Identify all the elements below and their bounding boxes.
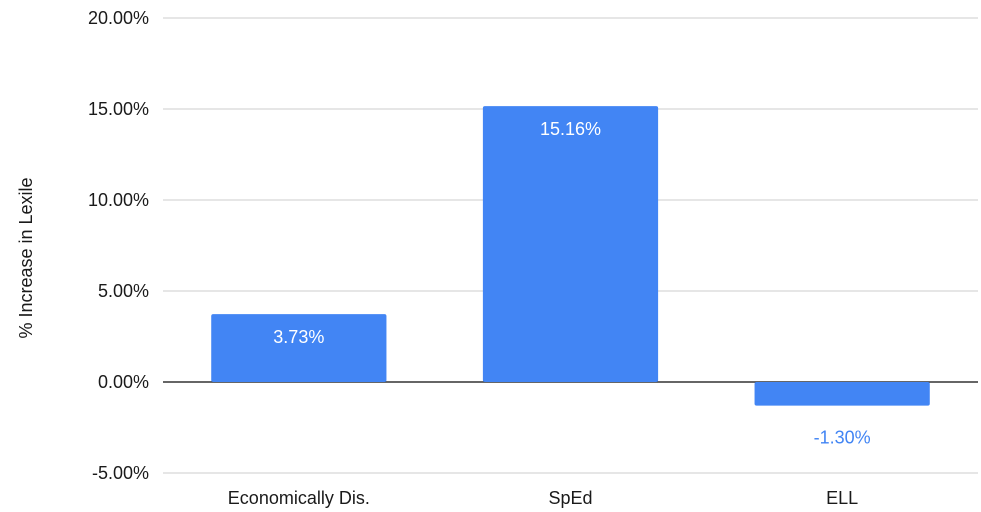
y-axis-ticks: 20.00% 15.00% 10.00% 5.00% 0.00% -5.00% xyxy=(88,8,149,483)
bar xyxy=(754,382,930,406)
data-label: 15.16% xyxy=(540,119,601,139)
y-tick-label: 20.00% xyxy=(88,8,149,28)
x-tick-label: Economically Dis. xyxy=(228,488,370,508)
x-tick-label: ELL xyxy=(826,488,858,508)
x-tick-label: SpEd xyxy=(548,488,592,508)
data-labels: 3.73% 15.16% -1.30% xyxy=(273,119,870,448)
y-tick-label: 15.00% xyxy=(88,99,149,119)
x-axis-ticks: Economically Dis. SpEd ELL xyxy=(228,488,858,508)
y-tick-label: 5.00% xyxy=(98,281,149,301)
y-tick-label: -5.00% xyxy=(92,463,149,483)
data-label: 3.73% xyxy=(273,327,324,347)
bar xyxy=(482,106,659,382)
data-label: -1.30% xyxy=(814,428,871,448)
y-tick-label: 0.00% xyxy=(98,372,149,392)
bars xyxy=(211,106,930,406)
y-tick-label: 10.00% xyxy=(88,190,149,210)
y-axis-label: % Increase in Lexile xyxy=(16,177,36,338)
bar xyxy=(211,314,387,382)
